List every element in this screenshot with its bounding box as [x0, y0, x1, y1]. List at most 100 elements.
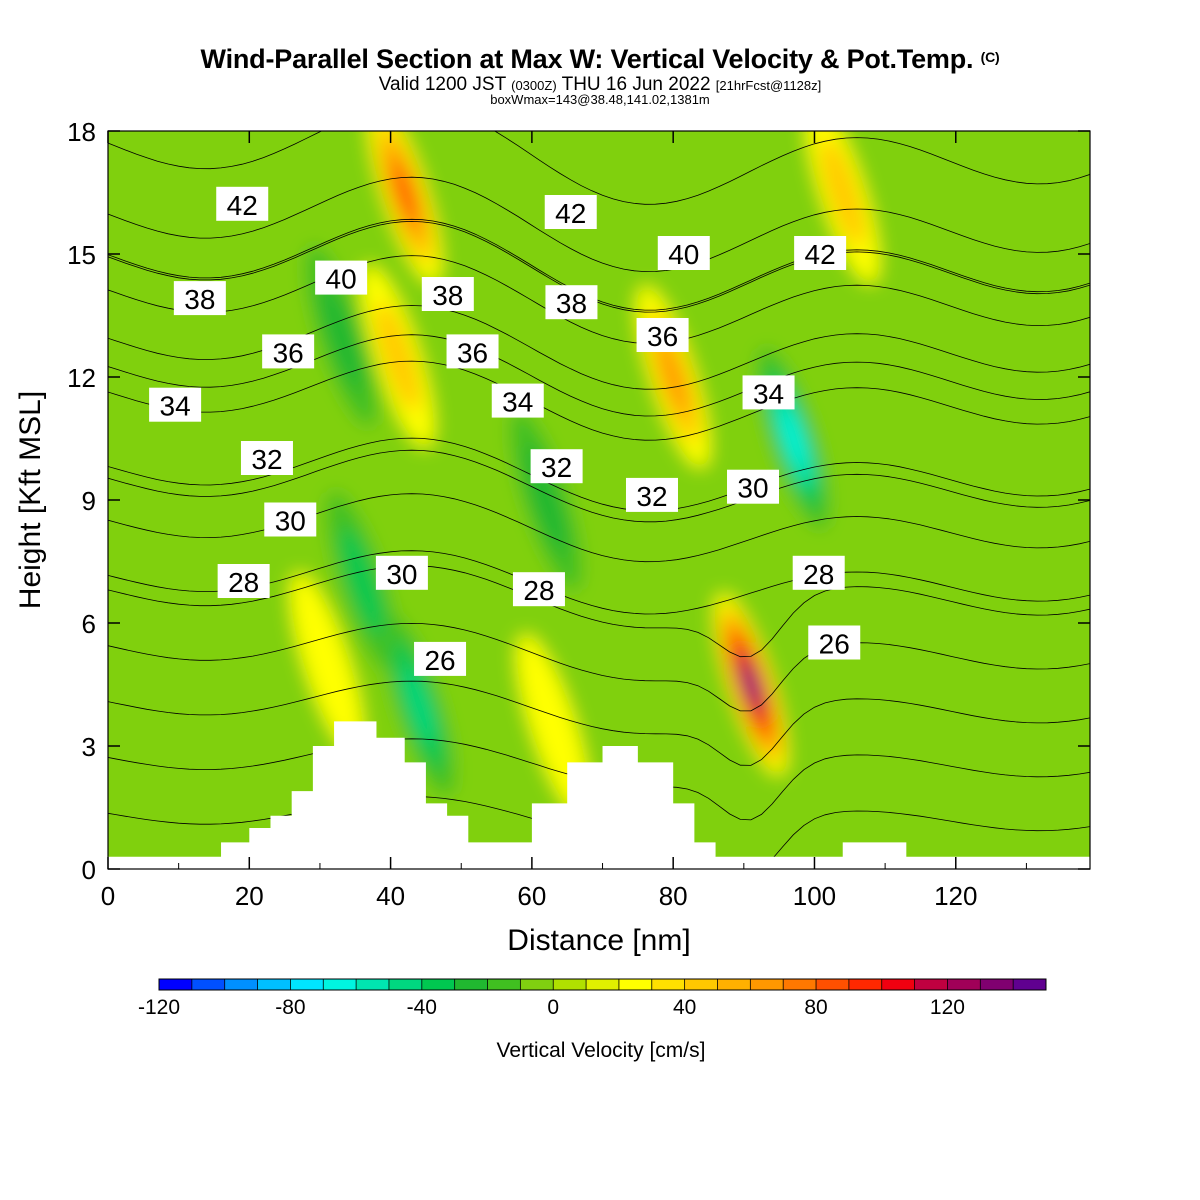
- colorbar-frame: [158, 978, 1047, 991]
- colorbar-swatch: [684, 979, 718, 990]
- contour-label-value: 34: [502, 387, 533, 418]
- colorbar-swatch: [980, 979, 1014, 990]
- y-tick-label: 6: [82, 609, 96, 639]
- theta-contour: [108, 255, 1090, 344]
- colorbar-tick-label: -80: [275, 996, 305, 1019]
- contour-label-value: 40: [668, 239, 699, 270]
- contour-label-box: [808, 625, 861, 660]
- x-tick-label: 40: [376, 881, 405, 911]
- contour-label-value: 30: [275, 506, 306, 537]
- contour-label-box: [530, 449, 583, 484]
- contour-label: 30: [264, 502, 317, 537]
- forecast-info: [21hrFcst@1128z]: [715, 78, 822, 93]
- contour-label-box: [421, 277, 474, 311]
- x-axis: 0 20 40 60 80 100 120: [101, 131, 1027, 911]
- terrain: [108, 721, 1090, 869]
- terrain-profile: [108, 721, 1090, 869]
- contour-label-box: [792, 555, 845, 590]
- colorbar-swatch: [290, 979, 324, 990]
- x-tick-label: 120: [934, 881, 977, 911]
- contour-label-value: 36: [647, 321, 678, 352]
- colorbar-swatch: [1013, 979, 1047, 990]
- x-tick-label: 20: [235, 881, 264, 911]
- contour-label: 38: [173, 281, 226, 316]
- contour-label-box: [315, 260, 368, 295]
- contour-label-box: [742, 375, 795, 410]
- contour-label-box: [217, 564, 270, 598]
- colorbar-swatch: [520, 979, 554, 990]
- y-tick-label: 3: [82, 732, 96, 762]
- contour-label-box: [446, 334, 499, 369]
- contour-label-value: 34: [753, 378, 784, 409]
- vv-cell: [403, 666, 435, 744]
- contour-label: 38: [421, 277, 474, 311]
- contour-label-box: [512, 572, 565, 607]
- contour-label: 36: [636, 318, 689, 352]
- contour-label: 30: [727, 469, 780, 504]
- x-tick-label: 60: [517, 881, 546, 911]
- contour-label: 40: [657, 236, 710, 270]
- contour-label-value: 34: [160, 391, 191, 422]
- colorbar-swatch: [323, 979, 357, 990]
- colorbar: -120 -80 -40 0 40 80 120: [138, 978, 1047, 1019]
- contour-label-value: 30: [386, 559, 417, 590]
- colorbar-swatch: [356, 979, 390, 990]
- theta-contour: [108, 680, 1090, 766]
- vv-cell: [376, 302, 420, 411]
- vv-cell: [781, 408, 806, 469]
- vv-cell: [657, 338, 689, 416]
- contour-label-box: [262, 334, 315, 369]
- y-axis-label: Height [Kft MSL]: [14, 391, 47, 609]
- contour-label-box: [375, 555, 428, 590]
- contour-label-value: 40: [326, 264, 357, 295]
- theta-contour: [108, 449, 1090, 523]
- contour-label-value: 32: [251, 444, 282, 475]
- vv-cell: [743, 666, 759, 703]
- contour-label-box: [657, 236, 710, 270]
- colorbar-tick-label: 80: [804, 996, 827, 1019]
- theta-contour: [108, 437, 1090, 512]
- theta-contour: [108, 305, 1090, 390]
- colorbar-swatch: [717, 979, 751, 990]
- contour-label-value: 36: [273, 337, 304, 368]
- contour-label: 32: [625, 477, 678, 512]
- box-wmax-info: boxWmax=143@38.48,141.02,1381m: [490, 92, 710, 107]
- colorbar-swatch: [816, 979, 850, 990]
- colorbar-swatch: [487, 979, 521, 990]
- x-tick-label: 100: [793, 881, 836, 911]
- contour-label: 32: [240, 441, 293, 475]
- contour-label-box: [625, 477, 678, 512]
- y-tick-label: 18: [67, 117, 96, 147]
- colorbar-swatch: [618, 979, 653, 990]
- y-tick-label: 9: [82, 486, 96, 516]
- colorbar-tick-label: -40: [407, 996, 437, 1019]
- contour-label-value: 28: [228, 567, 259, 598]
- contour-label-value: 26: [819, 629, 850, 660]
- valid-time: Valid 1200 JST: [378, 74, 506, 95]
- theta-contour: [108, 131, 1090, 205]
- theta-contour: [108, 334, 1090, 417]
- colorbar-swatch: [191, 979, 226, 990]
- contour-label-box: [544, 195, 597, 229]
- contour-labels: 42 40 38 36 34 32 30 28 30 26 38 36 34 32 28 42 38 36 32 40…: [149, 186, 861, 676]
- colorbar-swatch: [914, 979, 948, 990]
- valid-utc: (0300Z): [511, 78, 557, 93]
- contour-label: 34: [149, 387, 202, 422]
- theta-contour: [108, 493, 1090, 563]
- colorbar-swatch: [454, 979, 489, 990]
- contour-label-value: 42: [805, 239, 836, 270]
- contour-label: 36: [446, 334, 499, 369]
- contour-label-box: [636, 318, 689, 352]
- colorbar-swatch: [750, 979, 784, 990]
- x-tick-label: 0: [101, 881, 115, 911]
- theta-contour: [94, 0, 1101, 98]
- contour-label-value: 42: [227, 190, 258, 221]
- colorbar-swatch: [388, 979, 423, 990]
- contour-label-value: 26: [424, 645, 455, 676]
- colorbar-tick-label: -120: [138, 996, 180, 1019]
- contour-label-box: [149, 387, 202, 422]
- contour-label-value: 42: [555, 198, 586, 229]
- vv-cell: [340, 527, 384, 637]
- contour-label-value: 32: [636, 481, 667, 512]
